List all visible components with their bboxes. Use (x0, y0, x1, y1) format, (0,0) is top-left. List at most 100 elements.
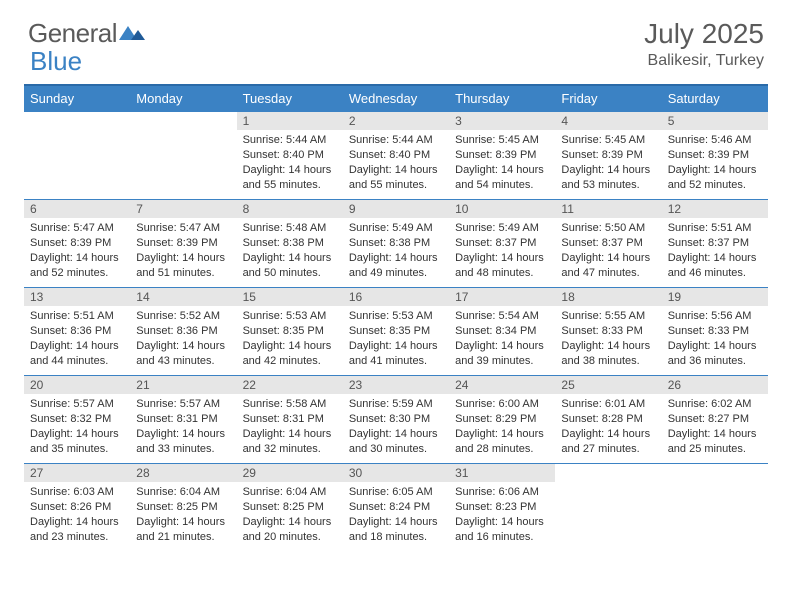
sunrise-line: Sunrise: 5:44 AM (243, 133, 337, 148)
day-details: Sunrise: 5:49 AMSunset: 8:37 PMDaylight:… (449, 218, 555, 284)
calendar-day-cell (555, 463, 661, 551)
day-number: 19 (662, 287, 768, 306)
calendar-day-cell: 13Sunrise: 5:51 AMSunset: 8:36 PMDayligh… (24, 287, 130, 375)
daylight-line: Daylight: 14 hours and 47 minutes. (561, 251, 655, 281)
daylight-line: Daylight: 14 hours and 46 minutes. (668, 251, 762, 281)
day-details: Sunrise: 5:51 AMSunset: 8:37 PMDaylight:… (662, 218, 768, 284)
day-details: Sunrise: 6:04 AMSunset: 8:25 PMDaylight:… (237, 482, 343, 548)
daylight-line: Daylight: 14 hours and 49 minutes. (349, 251, 443, 281)
daylight-line: Daylight: 14 hours and 33 minutes. (136, 427, 230, 457)
sunrise-line: Sunrise: 5:45 AM (455, 133, 549, 148)
column-header: Saturday (662, 85, 768, 111)
calendar-day-cell: 14Sunrise: 5:52 AMSunset: 8:36 PMDayligh… (130, 287, 236, 375)
calendar-body: 1Sunrise: 5:44 AMSunset: 8:40 PMDaylight… (24, 111, 768, 551)
day-number: 24 (449, 375, 555, 394)
sunset-line: Sunset: 8:39 PM (136, 236, 230, 251)
triangle-icon (119, 22, 145, 47)
day-details: Sunrise: 6:00 AMSunset: 8:29 PMDaylight:… (449, 394, 555, 460)
day-number: 7 (130, 199, 236, 218)
daylight-line: Daylight: 14 hours and 51 minutes. (136, 251, 230, 281)
calendar-day-cell: 8Sunrise: 5:48 AMSunset: 8:38 PMDaylight… (237, 199, 343, 287)
sunset-line: Sunset: 8:29 PM (455, 412, 549, 427)
sunset-line: Sunset: 8:39 PM (30, 236, 124, 251)
calendar-day-cell: 16Sunrise: 5:53 AMSunset: 8:35 PMDayligh… (343, 287, 449, 375)
location-text: Balikesir, Turkey (644, 52, 764, 70)
calendar-day-cell: 15Sunrise: 5:53 AMSunset: 8:35 PMDayligh… (237, 287, 343, 375)
day-details: Sunrise: 5:51 AMSunset: 8:36 PMDaylight:… (24, 306, 130, 372)
sunset-line: Sunset: 8:38 PM (349, 236, 443, 251)
day-details: Sunrise: 6:06 AMSunset: 8:23 PMDaylight:… (449, 482, 555, 548)
day-number: 27 (24, 463, 130, 482)
day-number: 23 (343, 375, 449, 394)
calendar-day-cell (24, 111, 130, 199)
day-details: Sunrise: 6:04 AMSunset: 8:25 PMDaylight:… (130, 482, 236, 548)
day-number: 10 (449, 199, 555, 218)
daylight-line: Daylight: 14 hours and 38 minutes. (561, 339, 655, 369)
day-number: 15 (237, 287, 343, 306)
daylight-line: Daylight: 14 hours and 16 minutes. (455, 515, 549, 545)
sunset-line: Sunset: 8:30 PM (349, 412, 443, 427)
sunset-line: Sunset: 8:40 PM (243, 148, 337, 163)
calendar-day-cell: 11Sunrise: 5:50 AMSunset: 8:37 PMDayligh… (555, 199, 661, 287)
sunrise-line: Sunrise: 6:01 AM (561, 397, 655, 412)
sunset-line: Sunset: 8:37 PM (668, 236, 762, 251)
day-details: Sunrise: 5:46 AMSunset: 8:39 PMDaylight:… (662, 130, 768, 196)
calendar-day-cell: 6Sunrise: 5:47 AMSunset: 8:39 PMDaylight… (24, 199, 130, 287)
day-details: Sunrise: 5:53 AMSunset: 8:35 PMDaylight:… (237, 306, 343, 372)
calendar-day-cell: 28Sunrise: 6:04 AMSunset: 8:25 PMDayligh… (130, 463, 236, 551)
day-number: 31 (449, 463, 555, 482)
daylight-line: Daylight: 14 hours and 30 minutes. (349, 427, 443, 457)
sunrise-line: Sunrise: 5:59 AM (349, 397, 443, 412)
sunrise-line: Sunrise: 6:06 AM (455, 485, 549, 500)
daylight-line: Daylight: 14 hours and 52 minutes. (668, 163, 762, 193)
calendar-day-cell: 31Sunrise: 6:06 AMSunset: 8:23 PMDayligh… (449, 463, 555, 551)
column-header: Wednesday (343, 85, 449, 111)
column-header: Thursday (449, 85, 555, 111)
calendar-day-cell: 21Sunrise: 5:57 AMSunset: 8:31 PMDayligh… (130, 375, 236, 463)
logo-text-general: General (28, 18, 117, 49)
daylight-line: Daylight: 14 hours and 36 minutes. (668, 339, 762, 369)
day-number (662, 463, 768, 481)
daylight-line: Daylight: 14 hours and 27 minutes. (561, 427, 655, 457)
sunset-line: Sunset: 8:25 PM (243, 500, 337, 515)
day-details: Sunrise: 5:57 AMSunset: 8:32 PMDaylight:… (24, 394, 130, 460)
day-details: Sunrise: 5:59 AMSunset: 8:30 PMDaylight:… (343, 394, 449, 460)
sunset-line: Sunset: 8:39 PM (455, 148, 549, 163)
day-number: 16 (343, 287, 449, 306)
day-number (130, 111, 236, 129)
day-details: Sunrise: 6:02 AMSunset: 8:27 PMDaylight:… (662, 394, 768, 460)
column-header: Monday (130, 85, 236, 111)
day-details: Sunrise: 5:50 AMSunset: 8:37 PMDaylight:… (555, 218, 661, 284)
sunrise-line: Sunrise: 5:57 AM (30, 397, 124, 412)
daylight-line: Daylight: 14 hours and 35 minutes. (30, 427, 124, 457)
sunset-line: Sunset: 8:36 PM (136, 324, 230, 339)
daylight-line: Daylight: 14 hours and 53 minutes. (561, 163, 655, 193)
day-details: Sunrise: 6:05 AMSunset: 8:24 PMDaylight:… (343, 482, 449, 548)
calendar-day-cell: 23Sunrise: 5:59 AMSunset: 8:30 PMDayligh… (343, 375, 449, 463)
calendar-day-cell: 26Sunrise: 6:02 AMSunset: 8:27 PMDayligh… (662, 375, 768, 463)
day-details: Sunrise: 5:49 AMSunset: 8:38 PMDaylight:… (343, 218, 449, 284)
logo: General (28, 18, 145, 49)
calendar-day-cell: 20Sunrise: 5:57 AMSunset: 8:32 PMDayligh… (24, 375, 130, 463)
day-details: Sunrise: 5:57 AMSunset: 8:31 PMDaylight:… (130, 394, 236, 460)
daylight-line: Daylight: 14 hours and 20 minutes. (243, 515, 337, 545)
calendar-day-cell: 9Sunrise: 5:49 AMSunset: 8:38 PMDaylight… (343, 199, 449, 287)
daylight-line: Daylight: 14 hours and 55 minutes. (243, 163, 337, 193)
day-details: Sunrise: 5:53 AMSunset: 8:35 PMDaylight:… (343, 306, 449, 372)
calendar-day-cell: 3Sunrise: 5:45 AMSunset: 8:39 PMDaylight… (449, 111, 555, 199)
day-details: Sunrise: 5:44 AMSunset: 8:40 PMDaylight:… (237, 130, 343, 196)
sunrise-line: Sunrise: 5:48 AM (243, 221, 337, 236)
calendar-day-cell: 5Sunrise: 5:46 AMSunset: 8:39 PMDaylight… (662, 111, 768, 199)
daylight-line: Daylight: 14 hours and 28 minutes. (455, 427, 549, 457)
calendar-day-cell: 4Sunrise: 5:45 AMSunset: 8:39 PMDaylight… (555, 111, 661, 199)
sunset-line: Sunset: 8:27 PM (668, 412, 762, 427)
day-number: 14 (130, 287, 236, 306)
day-number: 29 (237, 463, 343, 482)
day-number: 5 (662, 111, 768, 130)
sunrise-line: Sunrise: 5:50 AM (561, 221, 655, 236)
day-number: 28 (130, 463, 236, 482)
day-details: Sunrise: 5:48 AMSunset: 8:38 PMDaylight:… (237, 218, 343, 284)
daylight-line: Daylight: 14 hours and 39 minutes. (455, 339, 549, 369)
sunrise-line: Sunrise: 5:53 AM (243, 309, 337, 324)
daylight-line: Daylight: 14 hours and 48 minutes. (455, 251, 549, 281)
